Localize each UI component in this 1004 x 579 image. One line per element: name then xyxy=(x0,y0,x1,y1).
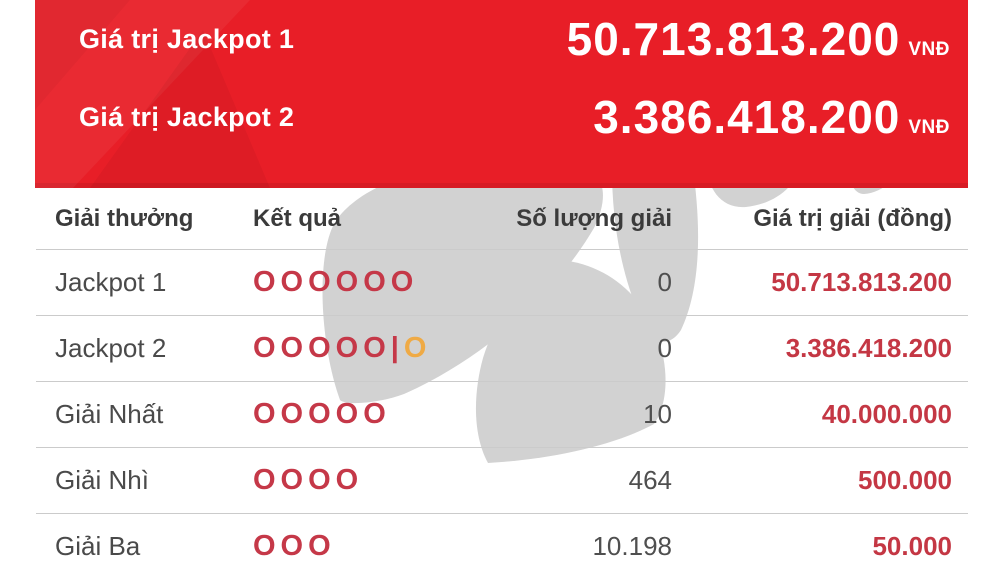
prize-value: 3.386.418.200 xyxy=(785,333,952,363)
prize-count: 10 xyxy=(643,399,672,429)
jackpot1-amount: 50.713.813.200 xyxy=(566,13,901,65)
result-circles: OOO xyxy=(253,530,473,563)
prize-value: 50.000 xyxy=(872,531,952,561)
result-main-circles: OOOO xyxy=(253,464,364,496)
prize-name: Giải Nhì xyxy=(55,465,149,495)
result-extra-circle: O xyxy=(403,332,432,364)
result-circles: OOOO xyxy=(253,464,473,497)
prize-name: Giải Nhất xyxy=(55,399,164,429)
banner-facet-pattern xyxy=(35,0,270,188)
result-main-circles: OOOOO xyxy=(253,398,391,430)
result-main-circles: OOOOO xyxy=(253,332,391,364)
prize-name: Giải Ba xyxy=(55,531,141,561)
result-circles: OOOOOO xyxy=(253,266,473,299)
prize-name: Jackpot 2 xyxy=(55,333,167,363)
prize-value: 50.713.813.200 xyxy=(771,267,952,297)
prize-value: 40.000.000 xyxy=(821,399,952,429)
column-header-count: Số lượng giải xyxy=(516,204,672,232)
jackpot1-amount-group: 50.713.813.200 VNĐ xyxy=(567,16,950,62)
prize-name: Jackpot 1 xyxy=(55,267,167,297)
result-main-circles: OOO xyxy=(253,530,336,562)
jackpot2-banner-row: Giá trị Jackpot 2 3.386.418.200 VNĐ xyxy=(79,88,950,146)
prize-count: 0 xyxy=(657,267,672,297)
table-row-jackpot1: Jackpot 1 OOOOOO 0 50.713.813.200 xyxy=(36,250,968,316)
jackpot2-amount-group: 3.386.418.200 VNĐ xyxy=(593,94,950,140)
column-header-value: Giá trị giải (đồng) xyxy=(753,204,952,232)
table-row-giai-nhi: Giải Nhì OOOO 464 500.000 xyxy=(36,448,968,514)
prize-value: 500.000 xyxy=(858,465,952,495)
jackpot2-amount: 3.386.418.200 xyxy=(593,91,901,143)
result-circles: OOOOO xyxy=(253,398,473,431)
prize-count: 10.198 xyxy=(592,531,672,561)
table-header-row: Giải thưởng Kết quả Số lượng giải Giá tr… xyxy=(36,188,968,250)
jackpot2-label: Giá trị Jackpot 2 xyxy=(79,101,295,132)
result-circles: OOOOO|O xyxy=(253,332,473,365)
jackpot-banner: Giá trị Jackpot 1 50.713.813.200 VNĐ Giá… xyxy=(35,0,968,188)
result-main-circles: OOOOOO xyxy=(253,266,419,298)
table-row-jackpot2: Jackpot 2 OOOOO|O 0 3.386.418.200 xyxy=(36,316,968,382)
jackpot1-banner-row: Giá trị Jackpot 1 50.713.813.200 VNĐ xyxy=(79,10,950,68)
jackpot1-label: Giá trị Jackpot 1 xyxy=(79,23,295,54)
jackpot1-currency: VNĐ xyxy=(908,39,950,60)
table-row-giai-nhat: Giải Nhất OOOOO 10 40.000.000 xyxy=(36,382,968,448)
jackpot2-currency: VNĐ xyxy=(908,117,950,138)
prize-results-table: Giải thưởng Kết quả Số lượng giải Giá tr… xyxy=(36,188,968,579)
column-header-prize: Giải thưởng xyxy=(55,204,194,232)
prize-count: 464 xyxy=(628,465,672,495)
prize-count: 0 xyxy=(657,333,672,363)
column-header-result: Kết quả xyxy=(253,204,342,232)
table-row-giai-ba: Giải Ba OOO 10.198 50.000 xyxy=(36,514,968,579)
result-separator: | xyxy=(390,332,404,364)
